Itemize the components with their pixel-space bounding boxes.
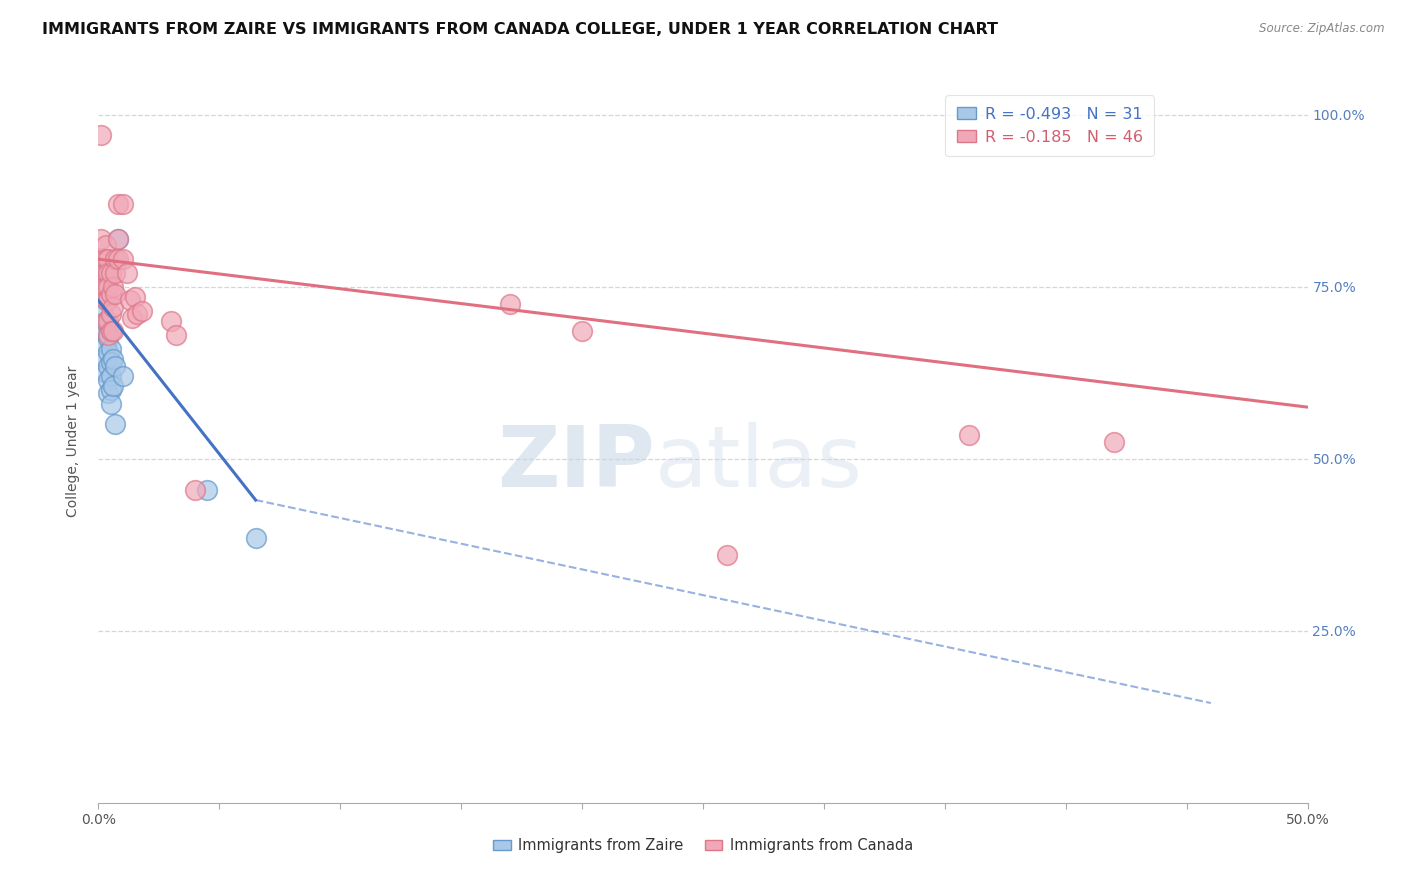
Point — [498, 297, 520, 311]
Point — [111, 369, 134, 384]
Point — [91, 279, 114, 293]
Point — [104, 266, 127, 280]
Point — [94, 273, 117, 287]
Point — [94, 366, 117, 380]
Point — [100, 286, 122, 301]
Point — [107, 231, 129, 245]
Point — [121, 310, 143, 325]
Point — [111, 252, 134, 267]
Point — [101, 351, 124, 366]
Point — [104, 286, 127, 301]
Point — [94, 293, 117, 308]
Point — [100, 397, 122, 411]
Point — [957, 427, 980, 442]
Point — [1102, 434, 1125, 449]
Point — [94, 351, 117, 366]
Point — [90, 231, 112, 245]
Point — [90, 128, 112, 143]
Point — [91, 301, 114, 315]
Point — [94, 238, 117, 252]
Point — [100, 342, 122, 356]
Text: IMMIGRANTS FROM ZAIRE VS IMMIGRANTS FROM CANADA COLLEGE, UNDER 1 YEAR CORRELATIO: IMMIGRANTS FROM ZAIRE VS IMMIGRANTS FROM… — [42, 22, 998, 37]
Point — [97, 331, 120, 345]
Point — [100, 383, 122, 397]
Point — [97, 314, 120, 328]
Point — [118, 293, 141, 308]
Text: atlas: atlas — [655, 422, 863, 505]
Point — [97, 266, 120, 280]
Point — [94, 338, 117, 352]
Point — [124, 290, 146, 304]
Text: ZIP: ZIP — [496, 422, 655, 505]
Point — [91, 318, 114, 332]
Point — [165, 327, 187, 342]
Point — [94, 266, 117, 280]
Point — [104, 252, 127, 267]
Point — [94, 314, 117, 328]
Point — [184, 483, 207, 497]
Point — [117, 266, 139, 280]
Point — [97, 359, 120, 373]
Point — [107, 231, 129, 245]
Point — [100, 369, 122, 384]
Point — [100, 266, 122, 280]
Point — [91, 266, 114, 280]
Point — [97, 327, 120, 342]
Point — [97, 279, 120, 293]
Point — [571, 325, 593, 339]
Point — [101, 379, 124, 393]
Point — [97, 345, 120, 359]
Point — [91, 252, 114, 267]
Point — [97, 373, 120, 387]
Point — [104, 359, 127, 373]
Point — [94, 279, 117, 293]
Point — [94, 293, 117, 308]
Point — [94, 252, 117, 267]
Point — [245, 531, 267, 545]
Y-axis label: College, Under 1 year: College, Under 1 year — [66, 366, 80, 517]
Point — [97, 386, 120, 401]
Text: Source: ZipAtlas.com: Source: ZipAtlas.com — [1260, 22, 1385, 36]
Point — [131, 303, 153, 318]
Point — [111, 197, 134, 211]
Point — [97, 293, 120, 308]
Point — [100, 325, 122, 339]
Point — [716, 548, 738, 562]
Point — [160, 314, 183, 328]
Legend: Immigrants from Zaire, Immigrants from Canada: Immigrants from Zaire, Immigrants from C… — [485, 831, 921, 861]
Point — [107, 197, 129, 211]
Point — [101, 279, 124, 293]
Point — [90, 325, 112, 339]
Point — [100, 307, 122, 321]
Point — [100, 355, 122, 369]
Point — [101, 325, 124, 339]
Point — [100, 325, 122, 339]
Point — [107, 252, 129, 267]
Point — [97, 318, 120, 332]
Point — [127, 307, 149, 321]
Point — [94, 314, 117, 328]
Point — [97, 252, 120, 267]
Point — [101, 301, 124, 315]
Point — [94, 325, 117, 339]
Point — [195, 483, 218, 497]
Point — [104, 417, 127, 432]
Point — [91, 273, 114, 287]
